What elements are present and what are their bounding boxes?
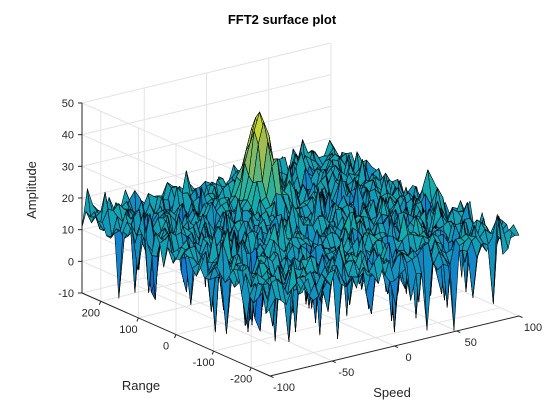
y-tick-mark <box>136 317 139 322</box>
z-tick-label: 0 <box>68 256 74 268</box>
z-tick-label: 40 <box>62 130 74 142</box>
grid-line <box>81 229 271 314</box>
y-tick-label: -100 <box>193 357 215 369</box>
z-tick-label: 20 <box>62 193 74 205</box>
grid-line <box>81 74 332 136</box>
grid-line <box>175 274 426 335</box>
grid-line <box>81 105 332 167</box>
x-tick-mark <box>332 360 336 364</box>
x-tick-label: -50 <box>338 367 354 379</box>
y-tick-label: 0 <box>163 341 169 353</box>
y-tick-label: 200 <box>82 307 100 319</box>
y-tick-mark <box>249 367 252 372</box>
z-axis-label: Amplitude <box>24 161 39 219</box>
y-tick-label: 100 <box>119 324 137 336</box>
z-tick-label: 30 <box>62 161 74 173</box>
x-tick-mark <box>456 330 461 334</box>
grid-line <box>81 137 332 199</box>
y-tick-label: -200 <box>230 374 252 386</box>
x-tick-label: -100 <box>273 382 295 394</box>
x-tick-label: 0 <box>405 352 411 364</box>
y-tick-mark <box>98 301 102 305</box>
x-tick-label: 50 <box>465 337 477 349</box>
z-tick-label: 10 <box>62 225 74 237</box>
x-tick-mark <box>518 315 523 319</box>
x-tick-mark <box>269 375 274 379</box>
z-tick-label: 50 <box>62 98 74 110</box>
chart-title: FFT2 surface plot <box>228 12 337 27</box>
grid-line <box>81 260 271 345</box>
tick-labels: -100-50050100-200-1000100200-10010203040… <box>58 98 542 394</box>
grid-line <box>251 307 501 369</box>
x-tick-label: 100 <box>524 322 542 334</box>
grid-line <box>81 42 332 104</box>
x-tick-mark <box>394 345 399 349</box>
y-tick-mark <box>174 334 177 339</box>
x-axis-label: Speed <box>373 385 411 400</box>
y-axis-label: Range <box>122 378 160 393</box>
axes-frame <box>78 102 523 379</box>
z-tick-label: -10 <box>58 288 74 300</box>
surface-patch <box>509 224 520 236</box>
y-tick-mark <box>211 350 215 355</box>
surface-mesh <box>81 111 520 342</box>
